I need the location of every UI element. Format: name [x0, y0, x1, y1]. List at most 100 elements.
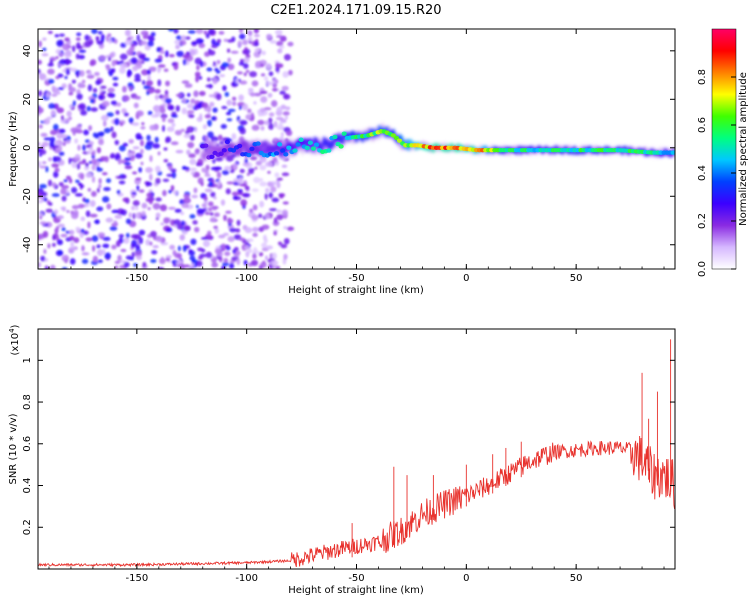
heat-cell: [71, 161, 78, 169]
heat-cell: [43, 197, 48, 202]
heat-cell: [227, 57, 232, 63]
ridge-core-cell: [292, 148, 298, 153]
heat-cell: [227, 218, 234, 224]
y-tick-label: 0.4: [22, 478, 33, 494]
heat-cell: [105, 34, 110, 42]
heat-cell: [50, 264, 56, 269]
heat-cell: [279, 121, 283, 128]
heat-cell: [126, 69, 133, 77]
heat-cell: [63, 179, 68, 183]
heat-cell: [43, 118, 51, 125]
heat-cell: [119, 53, 128, 60]
heat-cell: [283, 253, 288, 260]
ridge-core-cell: [298, 137, 304, 142]
heat-cell: [155, 235, 163, 243]
heat-cell: [195, 29, 204, 34]
heat-cell: [212, 107, 218, 113]
heat-cell: [141, 202, 148, 209]
snr-y-ticks: 0.2 0.4 0.6 0.8 1: [22, 357, 675, 535]
heat-cell: [83, 129, 90, 136]
spectrogram-panel: -150 -100 -50 0 50 -40 -20 0 20 40 Height of str…: [8, 28, 676, 296]
heat-cell: [98, 95, 104, 100]
heat-cell: [259, 200, 265, 208]
heat-cell: [213, 225, 218, 230]
heat-cell: [118, 180, 126, 185]
heat-cell: [222, 261, 229, 267]
heat-cell: [40, 255, 46, 262]
heat-cell: [274, 172, 280, 178]
heat-cell: [189, 158, 197, 165]
ridge-core-cell: [203, 143, 209, 148]
heat-cell: [272, 82, 278, 88]
heat-cell: [272, 78, 277, 85]
heat-cell: [220, 199, 226, 206]
heat-cell: [259, 63, 265, 68]
heat-cell: [196, 260, 203, 267]
heat-cell: [199, 113, 203, 121]
heat-cell: [111, 209, 120, 214]
heat-cell: [123, 112, 129, 117]
heat-cell: [273, 120, 278, 128]
heat-cell: [59, 128, 66, 134]
heat-cell: [212, 61, 216, 67]
heat-cell: [175, 105, 181, 112]
heat-cell: [134, 78, 142, 82]
heat-cell: [211, 38, 216, 46]
heat-cell: [288, 69, 293, 76]
heat-cell: [150, 230, 157, 238]
x-tick-label: 50: [570, 573, 583, 584]
snr-line: [38, 435, 675, 568]
heat-cell: [214, 248, 223, 255]
heat-cell: [206, 77, 211, 82]
heat-cell: [38, 68, 41, 74]
heat-cell: [55, 55, 59, 60]
heat-cell: [98, 184, 102, 189]
heat-cell: [88, 160, 93, 164]
heat-cell: [80, 110, 88, 116]
heat-cell: [56, 91, 61, 95]
heat-cell: [244, 245, 250, 251]
heat-cell: [57, 223, 65, 228]
heat-cell: [210, 166, 219, 171]
heat-cell: [197, 102, 202, 109]
ridge-core-cell: [209, 154, 215, 160]
heat-cell: [123, 161, 131, 166]
heat-cell: [139, 148, 144, 155]
heat-cell: [145, 239, 151, 246]
heat-cell: [42, 161, 47, 165]
heat-cell: [42, 230, 49, 238]
heat-cell: [275, 66, 280, 73]
spectrogram-noise: [38, 29, 295, 269]
heat-cell: [74, 193, 83, 197]
heat-cell: [78, 70, 85, 77]
spectrogram-x-axis-label: Height of straight line (km): [288, 285, 424, 296]
heat-cell: [43, 137, 52, 141]
heat-cell: [204, 135, 209, 140]
heat-cell: [239, 168, 245, 174]
heat-cell: [220, 123, 227, 129]
heat-cell: [113, 118, 120, 126]
heat-cell: [265, 187, 270, 193]
heat-cell: [131, 205, 135, 211]
heat-cell: [148, 66, 157, 71]
heat-cell: [87, 84, 93, 92]
heat-cell: [104, 156, 109, 163]
heat-cell: [143, 57, 150, 62]
heat-cell: [203, 196, 208, 202]
heat-cell: [273, 230, 278, 236]
heat-cell: [274, 29, 283, 35]
heat-cell: [72, 100, 76, 106]
heat-cell: [210, 216, 217, 222]
heat-cell: [191, 41, 198, 46]
heat-cell: [145, 181, 153, 187]
heat-cell: [259, 178, 264, 182]
heat-cell: [205, 164, 210, 171]
heat-cell: [173, 63, 179, 71]
heat-cell: [253, 101, 257, 105]
heat-cell: [263, 107, 272, 111]
heat-cell: [276, 182, 281, 189]
heat-cell: [115, 110, 120, 115]
heat-cell: [46, 92, 50, 98]
heat-cell: [222, 232, 229, 236]
